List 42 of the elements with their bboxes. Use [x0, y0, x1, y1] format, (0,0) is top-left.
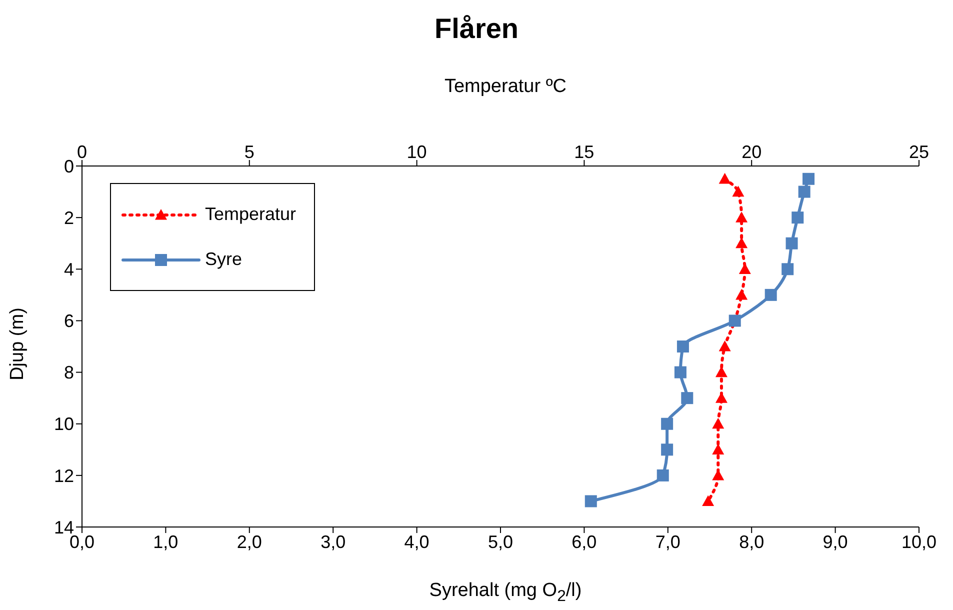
x2-tick-label: 20 — [742, 142, 762, 162]
point — [792, 212, 804, 224]
x-tick-label: 5,0 — [488, 532, 514, 552]
x2-tick-label: 5 — [244, 142, 254, 162]
y-tick-label: 6 — [64, 311, 74, 332]
point — [584, 495, 597, 508]
point — [674, 366, 686, 378]
x2-tick-label: 15 — [574, 142, 594, 162]
x-tick-label: 7,0 — [655, 532, 680, 552]
x-tick-label: 6,0 — [572, 532, 597, 552]
point — [661, 418, 674, 430]
y-tick-label: 12 — [54, 466, 74, 486]
x2-tick-label: 0 — [76, 142, 88, 162]
x-tick-label: 2,0 — [236, 532, 262, 552]
legend-label: Temperatur — [205, 204, 296, 225]
point — [802, 172, 815, 185]
y-tick-label: 8 — [64, 362, 74, 383]
point — [661, 444, 674, 456]
x-tick-label: 1,0 — [153, 532, 178, 552]
x-axis-title: Syrehalt (mg O$_{2}$/l) — [428, 580, 583, 607]
point — [798, 186, 810, 198]
x-tick-label: 4,0 — [404, 532, 430, 552]
y-tick-label: 10 — [54, 414, 74, 434]
x-tick-label: 8,0 — [739, 532, 764, 552]
legend-label: Syre — [205, 249, 242, 270]
y-tick-label: 0 — [64, 156, 74, 176]
y-axis-title: Djup (m) — [7, 306, 29, 382]
point — [676, 340, 689, 352]
x-tick-label: 9,0 — [822, 532, 848, 552]
x2-axis-title: Temperatur ºC — [443, 76, 568, 98]
y-tick-label: 2 — [64, 208, 74, 228]
x2-tick-label: 25 — [908, 142, 930, 162]
x-tick-label: 3,0 — [320, 532, 346, 552]
x2-tick-label: 10 — [406, 142, 427, 162]
chart-title: Flåren — [433, 13, 520, 45]
point — [656, 469, 669, 482]
point — [681, 392, 694, 404]
x-tick-label: 10,0 — [901, 532, 937, 552]
point — [764, 288, 777, 301]
y-tick-label: 4 — [64, 260, 74, 280]
point — [786, 237, 798, 250]
point — [782, 263, 794, 276]
